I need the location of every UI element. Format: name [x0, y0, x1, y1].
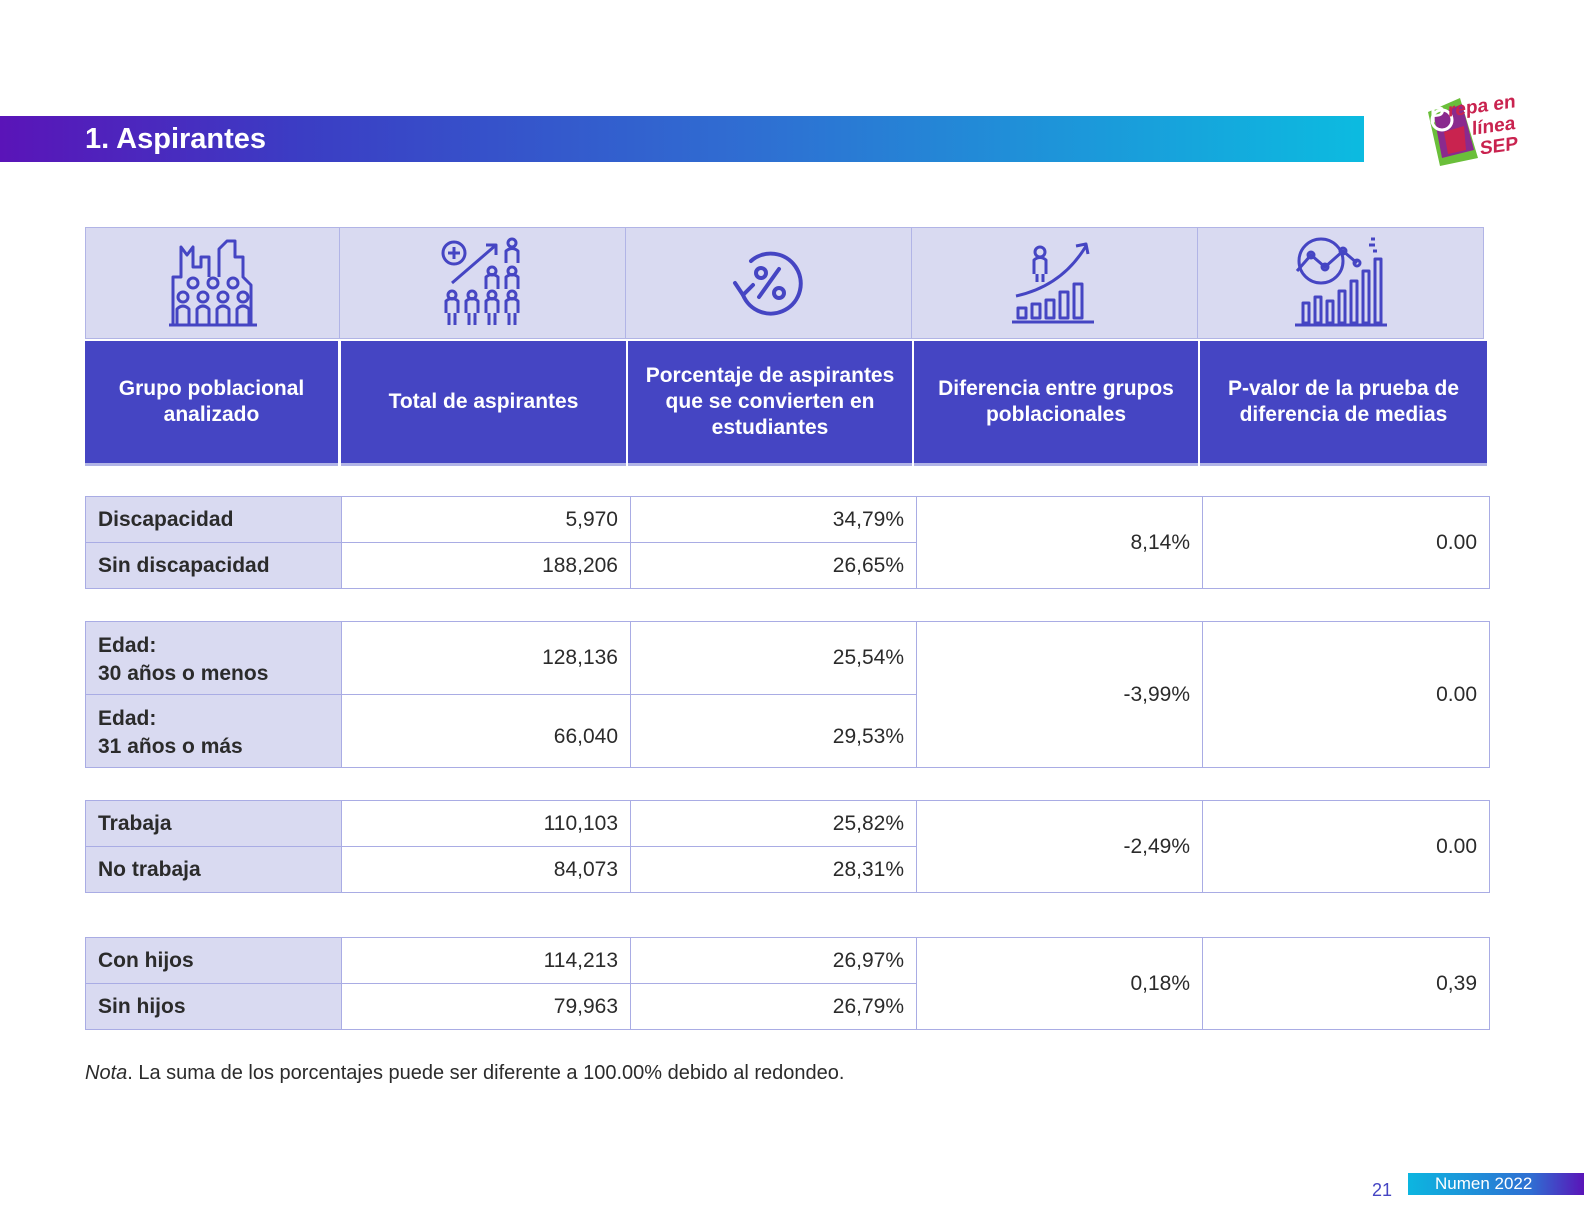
header-pvalor: P-valor de la prueba de diferencia de me…	[1200, 341, 1487, 466]
row-label: Sin hijos	[85, 983, 342, 1030]
cell-total: 188,206	[341, 542, 631, 589]
cell-porcentaje: 26,97%	[630, 937, 917, 984]
header-total: Total de aspirantes	[341, 341, 626, 466]
cell-total: 114,213	[341, 937, 631, 984]
note-text: . La suma de los porcentajes puede ser d…	[127, 1062, 845, 1084]
row-label: Sin discapacidad	[85, 542, 342, 589]
table-group: Edad: 30 años o menos 128,136 25,54% Eda…	[85, 621, 1499, 768]
cell-diferencia: 0,18%	[916, 937, 1203, 1030]
row-label: Con hijos	[85, 937, 342, 984]
logo-initial: P	[1430, 100, 1445, 129]
cell-total: 66,040	[341, 694, 631, 768]
cell-total: 110,103	[341, 800, 631, 847]
city-population-icon	[168, 239, 257, 327]
cell-pvalor: 0.00	[1202, 496, 1490, 589]
cell-total: 5,970	[341, 496, 631, 543]
page-number: 21	[1372, 1180, 1393, 1200]
header-porcentaje: Porcentaje de aspirantes que se conviert…	[628, 341, 912, 466]
table-group: Trabaja 110,103 25,82% No trabaja 84,073…	[85, 800, 1499, 893]
cell-total: 128,136	[341, 621, 631, 695]
table-header-row: Grupo poblacional analizado Total de asp…	[85, 341, 1499, 466]
cell-pvalor: 0.00	[1202, 621, 1490, 768]
row-label-line1: Edad:	[98, 707, 157, 730]
person-growth-chart-icon	[1011, 242, 1094, 324]
table-group: Con hijos 114,213 26,97% Sin hijos 79,96…	[85, 937, 1499, 1030]
cell-porcentaje: 25,82%	[630, 800, 917, 847]
cell-pvalor: 0.00	[1202, 800, 1490, 893]
table-group: Discapacidad 5,970 34,79% Sin discapacid…	[85, 496, 1499, 589]
cell-diferencia: -2,49%	[916, 800, 1203, 893]
row-label: Edad: 30 años o menos	[85, 621, 342, 695]
header-diferencia: Diferencia entre grupos poblacionales	[914, 341, 1198, 466]
table-note: Nota. La suma de los porcentajes puede s…	[85, 1062, 844, 1085]
row-label-line2: 30 años o menos	[98, 662, 269, 685]
cell-diferencia: 8,14%	[916, 496, 1203, 589]
section-title: 1. Aspirantes	[85, 123, 267, 155]
cell-diferencia: -3,99%	[916, 621, 1203, 768]
cell-porcentaje: 29,53%	[630, 694, 917, 768]
cell-pvalor: 0,39	[1202, 937, 1490, 1030]
row-label: No trabaja	[85, 846, 342, 893]
cell-total: 79,963	[341, 983, 631, 1030]
icon-row	[85, 227, 1499, 339]
percent-cycle-icon	[732, 251, 803, 316]
logo-mark-icon	[1428, 98, 1478, 166]
footer-label: Numen 2022	[1408, 1173, 1584, 1195]
icon-cell	[625, 227, 912, 339]
analytics-chart-icon	[1294, 237, 1387, 327]
prepa-en-linea-logo: P repa en línea SEP	[1420, 91, 1536, 172]
people-growth-icon	[441, 237, 519, 325]
section-title-bar: 1. Aspirantes	[0, 116, 1364, 162]
row-label: Edad: 31 años o más	[85, 694, 342, 768]
cell-porcentaje: 34,79%	[630, 496, 917, 543]
header-grupo: Grupo poblacional analizado	[85, 341, 338, 466]
cell-porcentaje: 26,79%	[630, 983, 917, 1030]
row-label-line2: 31 años o más	[98, 735, 243, 758]
cell-porcentaje: 28,31%	[630, 846, 917, 893]
cell-porcentaje: 26,65%	[630, 542, 917, 589]
row-label: Discapacidad	[85, 496, 342, 543]
cell-total: 84,073	[341, 846, 631, 893]
icon-cell	[85, 227, 340, 339]
note-prefix: Nota	[85, 1062, 128, 1084]
icon-cell	[1197, 227, 1484, 339]
cell-porcentaje: 25,54%	[630, 621, 917, 695]
row-label: Trabaja	[85, 800, 342, 847]
row-label-line1: Edad:	[98, 634, 157, 657]
icon-cell	[339, 227, 626, 339]
icon-cell	[911, 227, 1198, 339]
